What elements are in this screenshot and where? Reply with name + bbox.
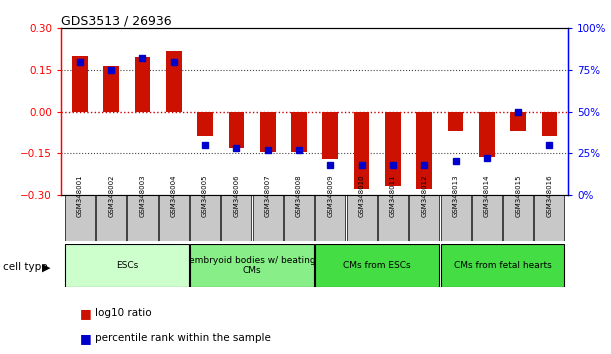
Bar — [510, 112, 526, 131]
Bar — [190, 195, 220, 241]
Bar — [441, 244, 565, 287]
Bar — [448, 112, 463, 131]
Bar — [441, 195, 470, 241]
Bar — [197, 112, 213, 137]
Text: ■: ■ — [79, 307, 91, 320]
Bar — [291, 112, 307, 152]
Text: embryoid bodies w/ beating
CMs: embryoid bodies w/ beating CMs — [189, 256, 315, 275]
Bar — [378, 195, 408, 241]
Text: GSM348004: GSM348004 — [171, 174, 177, 217]
Text: ■: ■ — [79, 332, 91, 344]
Bar — [385, 112, 401, 186]
Bar — [315, 195, 345, 241]
Bar — [229, 112, 244, 148]
Bar — [417, 112, 432, 189]
Text: GSM348007: GSM348007 — [265, 174, 271, 217]
Bar — [128, 195, 158, 241]
Text: GSM348009: GSM348009 — [327, 174, 334, 217]
Text: ESCs: ESCs — [115, 261, 138, 270]
Bar — [354, 112, 370, 189]
Text: log10 ratio: log10 ratio — [95, 308, 152, 318]
Bar — [503, 195, 533, 241]
Text: GSM348012: GSM348012 — [421, 174, 427, 217]
Text: GSM348003: GSM348003 — [139, 174, 145, 217]
Text: ▶: ▶ — [42, 262, 51, 272]
Bar — [260, 112, 276, 152]
Text: GSM348010: GSM348010 — [359, 174, 365, 217]
Bar — [96, 195, 126, 241]
Bar — [221, 195, 252, 241]
Text: GSM348013: GSM348013 — [453, 174, 458, 217]
Bar — [346, 195, 376, 241]
Bar — [409, 195, 439, 241]
Bar — [159, 195, 189, 241]
Text: GSM348015: GSM348015 — [515, 174, 521, 217]
Bar — [103, 66, 119, 112]
Text: cell type: cell type — [3, 262, 48, 272]
Bar — [479, 112, 495, 157]
Text: GSM348011: GSM348011 — [390, 174, 396, 217]
Bar — [72, 56, 88, 112]
Bar — [541, 112, 557, 137]
Bar — [472, 195, 502, 241]
Text: GDS3513 / 26936: GDS3513 / 26936 — [61, 14, 172, 27]
Bar — [535, 195, 565, 241]
Text: percentile rank within the sample: percentile rank within the sample — [95, 333, 271, 343]
Bar — [134, 57, 150, 112]
Text: GSM348008: GSM348008 — [296, 174, 302, 217]
Text: CMs from ESCs: CMs from ESCs — [343, 261, 411, 270]
Bar — [65, 244, 189, 287]
Bar — [323, 112, 338, 159]
Bar — [284, 195, 314, 241]
Text: GSM348016: GSM348016 — [546, 174, 552, 217]
Bar — [253, 195, 283, 241]
Bar — [315, 244, 439, 287]
Bar — [65, 195, 95, 241]
Text: GSM348001: GSM348001 — [77, 174, 83, 217]
Text: GSM348002: GSM348002 — [108, 174, 114, 217]
Text: CMs from fetal hearts: CMs from fetal hearts — [453, 261, 551, 270]
Bar — [190, 244, 314, 287]
Text: GSM348006: GSM348006 — [233, 174, 240, 217]
Bar — [166, 51, 181, 112]
Text: GSM348005: GSM348005 — [202, 174, 208, 217]
Text: GSM348014: GSM348014 — [484, 174, 490, 217]
